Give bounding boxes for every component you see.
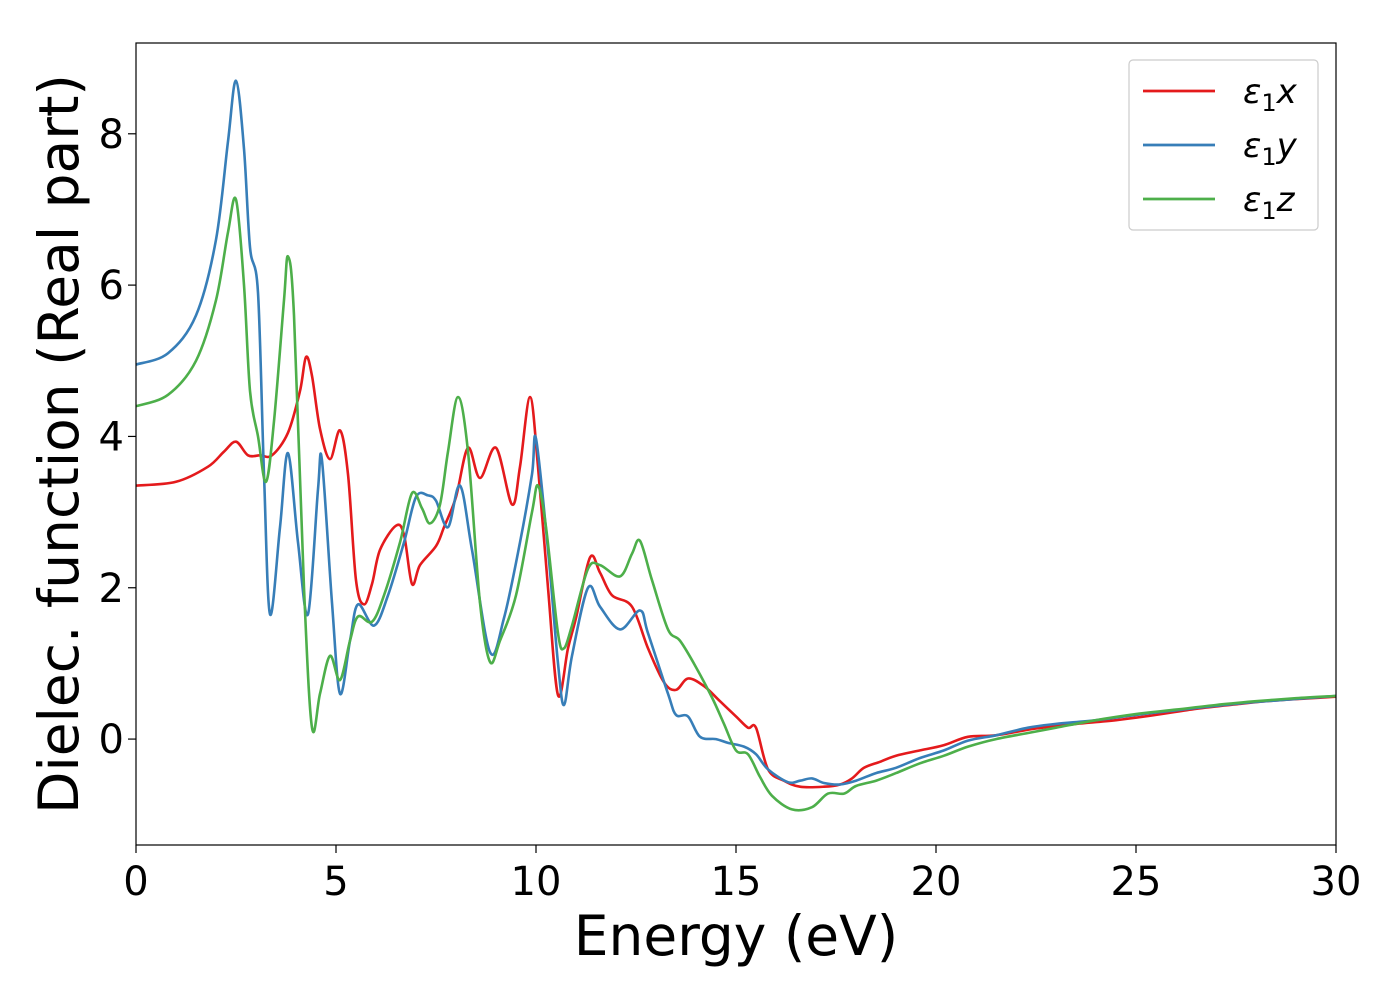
x-tick-label: 10 xyxy=(511,859,562,905)
x-tick-label: 5 xyxy=(323,859,348,905)
y-axis-ticks: 0 2 4 6 8 xyxy=(99,112,136,763)
legend-label-y: ε1y xyxy=(1243,126,1298,171)
x-axis-ticks: 0 5 10 15 20 25 30 xyxy=(123,845,1361,905)
x-tick-label: 0 xyxy=(123,859,148,905)
series-line-y xyxy=(136,79,1336,786)
x-tick-label: 25 xyxy=(1111,859,1162,905)
x-tick-label: 20 xyxy=(911,859,962,905)
legend-box xyxy=(1128,59,1319,231)
series-layer xyxy=(136,79,1336,812)
x-tick-label: 15 xyxy=(711,859,762,905)
y-tick-label: 2 xyxy=(99,566,124,612)
legend-label-z: ε1z xyxy=(1243,180,1296,225)
series-line-x xyxy=(136,355,1336,789)
y-tick-label: 8 xyxy=(99,112,124,158)
x-axis-title: Energy (eV) xyxy=(574,904,898,968)
y-tick-label: 6 xyxy=(99,263,124,309)
x-tick-label: 30 xyxy=(1311,859,1362,905)
y-axis-title: Dielec. function (Real part) xyxy=(27,74,91,814)
y-tick-label: 4 xyxy=(99,414,124,460)
legend-label-x: ε1x xyxy=(1243,72,1298,117)
legend: ε1x ε1y ε1z xyxy=(1128,59,1319,231)
series-line-z xyxy=(136,196,1336,812)
y-tick-label: 0 xyxy=(99,717,124,763)
